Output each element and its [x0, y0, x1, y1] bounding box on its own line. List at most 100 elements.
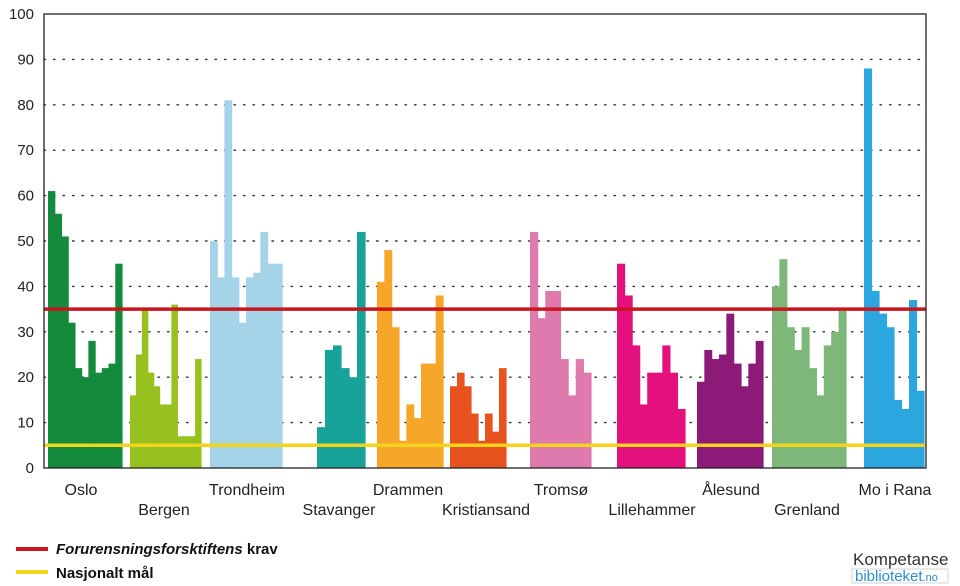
bar — [864, 68, 873, 468]
legend: Forurensningsforsktiftens krav Nasjonalt… — [16, 541, 278, 582]
bar — [377, 281, 385, 468]
legend-nasjonalt-label: Nasjonalt mål — [56, 565, 154, 582]
bar — [61, 236, 69, 468]
bar — [471, 413, 479, 468]
city-label: Ålesund — [702, 480, 760, 499]
y-tick-label-80: 80 — [17, 97, 34, 114]
city-label: Tromsø — [534, 482, 589, 499]
bar — [399, 440, 407, 468]
bar — [238, 322, 247, 468]
bar — [267, 263, 276, 468]
y-tick-label-100: 100 — [9, 6, 34, 23]
y-tick-label-70: 70 — [17, 142, 34, 159]
city-label: Oslo — [65, 482, 98, 499]
bar — [662, 345, 671, 468]
bar — [809, 368, 817, 468]
bar — [801, 327, 810, 468]
bar — [68, 322, 76, 468]
bar — [159, 404, 167, 468]
bar — [624, 295, 633, 468]
bar-groups — [48, 68, 925, 468]
bar-group-bergen — [130, 304, 202, 468]
bar — [871, 290, 880, 468]
city-label: Grenland — [774, 502, 840, 519]
bar — [153, 386, 161, 468]
bar — [274, 263, 283, 468]
bar — [101, 368, 110, 468]
bar — [916, 390, 925, 468]
plot-frame — [43, 13, 927, 469]
bar — [894, 399, 903, 468]
bar — [217, 277, 225, 468]
y-tick-label-10: 10 — [17, 415, 34, 432]
bar — [838, 309, 847, 468]
bar-group-grenland — [772, 259, 847, 468]
bar — [823, 345, 832, 468]
brand-logo: Kompetanse biblioteket.no — [851, 550, 948, 585]
bar — [189, 436, 196, 468]
bar — [210, 241, 218, 468]
y-tick-label-90: 90 — [17, 51, 34, 68]
bar-group-mo-i-rana — [864, 68, 925, 468]
bar — [647, 372, 656, 468]
bar — [632, 345, 641, 468]
bar — [909, 300, 918, 468]
y-tick-label-20: 20 — [17, 369, 34, 386]
bar — [74, 368, 83, 468]
bar — [499, 368, 507, 468]
bar — [147, 372, 155, 468]
bar — [831, 331, 840, 468]
city-label: Lillehammer — [608, 502, 696, 519]
bar — [748, 363, 757, 468]
bar — [88, 340, 96, 468]
bar-group-drammen — [377, 250, 444, 468]
bar — [435, 295, 444, 468]
bar — [253, 272, 261, 468]
bar — [224, 100, 233, 468]
bar — [81, 377, 89, 468]
bar — [177, 436, 184, 468]
bar — [704, 349, 713, 468]
bar — [654, 372, 663, 468]
bar — [325, 349, 334, 468]
bar — [485, 413, 493, 468]
bar — [171, 304, 178, 468]
bar — [697, 381, 705, 468]
bar — [537, 318, 546, 468]
bar — [349, 377, 358, 468]
bar — [246, 277, 254, 468]
brand-top-text: Kompetanse — [853, 550, 948, 569]
y-tick-label-60: 60 — [17, 188, 34, 205]
bar — [428, 363, 437, 468]
bar — [421, 363, 429, 468]
bar — [741, 386, 749, 468]
city-label: Mo i Rana — [859, 482, 932, 499]
bar — [886, 327, 895, 468]
bar — [879, 313, 888, 468]
bar — [54, 213, 63, 468]
bar-group-tromsø — [530, 231, 592, 468]
bar — [478, 440, 486, 468]
bar — [450, 386, 458, 468]
bar — [357, 231, 366, 468]
bar — [464, 386, 472, 468]
bar — [457, 372, 465, 468]
reference-lines — [44, 307, 926, 448]
city-label: Kristiansand — [442, 502, 530, 519]
bar-group-trondheim — [210, 100, 283, 468]
bar — [583, 372, 592, 468]
bar — [141, 309, 149, 468]
bar — [231, 277, 240, 468]
bar-group-ålesund — [697, 313, 764, 468]
bar — [733, 363, 742, 468]
bar — [195, 359, 202, 468]
bar — [639, 404, 648, 468]
bar — [260, 231, 269, 468]
bar — [48, 191, 56, 468]
bar — [568, 395, 577, 468]
city-label: Drammen — [373, 482, 443, 499]
bar — [165, 404, 173, 468]
bar — [545, 290, 554, 468]
y-tick-label-40: 40 — [17, 278, 34, 295]
